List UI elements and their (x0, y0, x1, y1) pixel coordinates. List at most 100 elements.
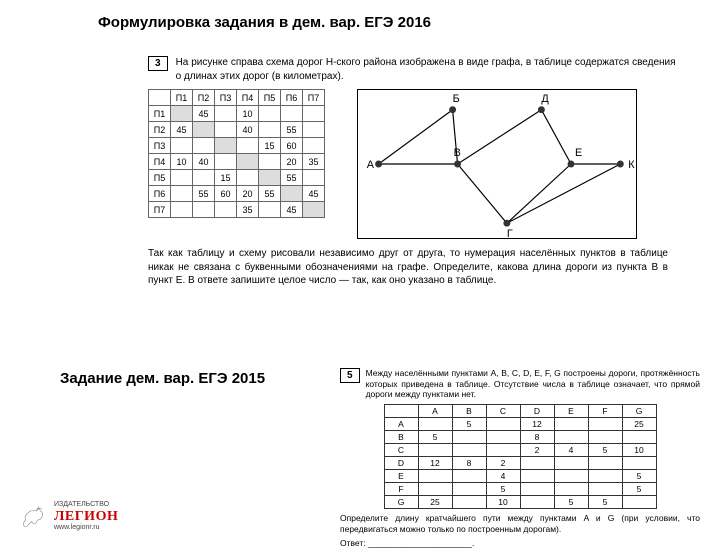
table-cell: 55 (281, 170, 303, 186)
task3-block: 3 На рисунке справа схема дорог Н-ского … (148, 56, 708, 288)
table-cell (215, 106, 237, 122)
publisher-label: ИЗДАТЕЛЬСТВО (54, 501, 118, 509)
table-header: C (486, 404, 520, 417)
table-rowhead: П4 (149, 154, 171, 170)
table-cell: 55 (193, 186, 215, 202)
table-cell: 15 (259, 138, 281, 154)
table-cell (281, 186, 303, 202)
table-header: П7 (303, 90, 325, 106)
table-cell: 55 (281, 122, 303, 138)
table-cell: 40 (193, 154, 215, 170)
table-rowhead: П6 (149, 186, 171, 202)
heading-2015: Задание дем. вар. ЕГЭ 2015 (60, 370, 265, 387)
table-cell (259, 170, 281, 186)
table-cell (554, 482, 588, 495)
task5-number: 5 (340, 368, 360, 383)
table-cell (215, 122, 237, 138)
table-header: П4 (237, 90, 259, 106)
table-cell (193, 170, 215, 186)
table-cell: 45 (281, 202, 303, 218)
table-cell (237, 170, 259, 186)
table-cell (486, 443, 520, 456)
table-rowhead: П5 (149, 170, 171, 186)
table-cell (520, 495, 554, 508)
table-cell: 2 (486, 456, 520, 469)
table-rowhead: A (384, 417, 418, 430)
table-cell (486, 430, 520, 443)
table-cell: 45 (171, 122, 193, 138)
table-cell (193, 202, 215, 218)
table-cell (237, 154, 259, 170)
table-cell (520, 456, 554, 469)
table-cell: 5 (452, 417, 486, 430)
task5-table: ABCDEFGA51225B58C24510D1282E45F55G251055 (384, 404, 657, 509)
table-cell (418, 417, 452, 430)
task3-graph: АБВГДЕК (357, 89, 637, 239)
table-header (384, 404, 418, 417)
svg-text:Г: Г (507, 228, 513, 238)
table-header: B (452, 404, 486, 417)
table-cell (193, 138, 215, 154)
svg-text:В: В (454, 147, 461, 159)
table-rowhead: П1 (149, 106, 171, 122)
table-cell (237, 138, 259, 154)
table-rowhead: B (384, 430, 418, 443)
table-cell: 45 (193, 106, 215, 122)
table-cell: 40 (237, 122, 259, 138)
table-cell: 25 (418, 495, 452, 508)
task3-outro: Так как таблицу и схему рисовали независ… (148, 247, 668, 288)
table-cell (303, 106, 325, 122)
table-cell: 35 (303, 154, 325, 170)
table-cell (452, 495, 486, 508)
table-cell: 45 (303, 186, 325, 202)
task3-intro: На рисунке справа схема дорог Н-ского ра… (176, 56, 676, 83)
table-cell (215, 154, 237, 170)
table-cell: 55 (259, 186, 281, 202)
table-rowhead: П3 (149, 138, 171, 154)
table-cell (259, 106, 281, 122)
table-cell (588, 456, 622, 469)
table-cell: 10 (237, 106, 259, 122)
table-cell: 5 (622, 482, 656, 495)
table-header: П6 (281, 90, 303, 106)
table-cell (303, 122, 325, 138)
table-cell: 5 (588, 443, 622, 456)
table-cell: 60 (281, 138, 303, 154)
table-rowhead: C (384, 443, 418, 456)
table-cell: 12 (520, 417, 554, 430)
table-header: G (622, 404, 656, 417)
table-cell: 12 (418, 456, 452, 469)
table-cell (303, 138, 325, 154)
table-cell (588, 430, 622, 443)
table-cell: 5 (486, 482, 520, 495)
table-cell (418, 443, 452, 456)
table-cell: 35 (237, 202, 259, 218)
table-cell (281, 106, 303, 122)
table-cell (622, 495, 656, 508)
table-cell (554, 417, 588, 430)
table-cell (171, 202, 193, 218)
table-cell: 4 (554, 443, 588, 456)
table-cell (554, 456, 588, 469)
svg-text:Д: Д (541, 93, 549, 105)
table-cell (588, 482, 622, 495)
table-cell: 10 (622, 443, 656, 456)
table-cell (452, 443, 486, 456)
table-cell (588, 469, 622, 482)
table-cell: 8 (452, 456, 486, 469)
table-cell (193, 122, 215, 138)
table-cell: 60 (215, 186, 237, 202)
table-rowhead: F (384, 482, 418, 495)
table-header: E (554, 404, 588, 417)
table-header (149, 90, 171, 106)
table-rowhead: E (384, 469, 418, 482)
svg-text:К: К (628, 159, 635, 171)
table-cell (418, 469, 452, 482)
table-header: П5 (259, 90, 281, 106)
task3-number: 3 (148, 56, 168, 71)
table-rowhead: G (384, 495, 418, 508)
table-header: D (520, 404, 554, 417)
table-header: A (418, 404, 452, 417)
table-cell (171, 106, 193, 122)
table-cell (215, 202, 237, 218)
